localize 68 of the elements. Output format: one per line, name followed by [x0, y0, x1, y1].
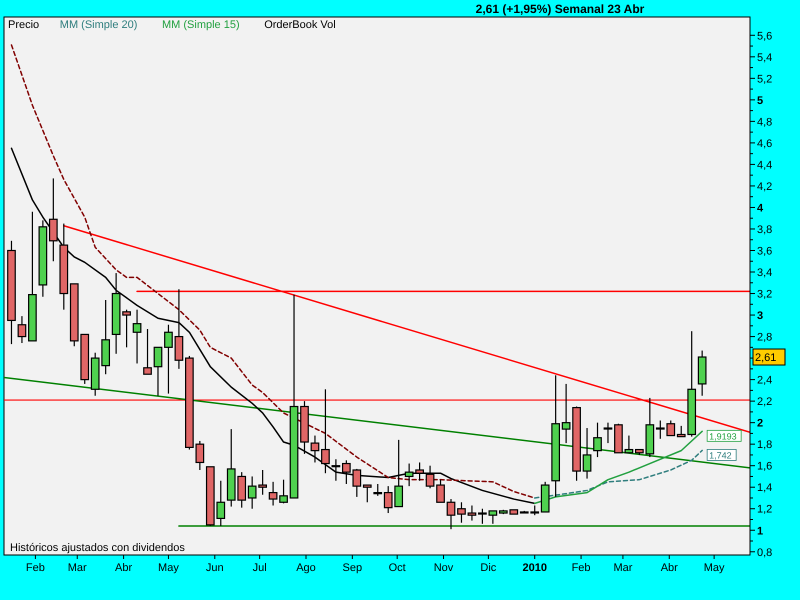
candlestick: [666, 420, 676, 436]
text: 2,61: [755, 352, 776, 364]
annotation: 1,9193: [709, 431, 737, 442]
candlestick: [530, 504, 540, 516]
y-tick-label: 3,4: [757, 267, 772, 280]
y-tick-label: 3,6: [757, 245, 772, 258]
y-tick-label: 5,2: [757, 73, 772, 86]
y-tick-label: 2,4: [757, 374, 772, 387]
candlestick: [373, 483, 382, 496]
x-tick-label: Feb: [572, 562, 591, 574]
y-tick-label: 1: [757, 525, 764, 538]
chart-title: 2,61 (+1,95%) Semanal 23 Abr: [476, 2, 645, 16]
y-tick-label: 3,8: [757, 224, 772, 236]
y-tick-label: 1,6: [757, 460, 772, 473]
y-tick-label: 5,4: [757, 52, 772, 64]
line-series: [534, 450, 703, 499]
candlestick: [593, 422, 602, 458]
x-tick-label: 2010: [522, 562, 547, 574]
y-tick-label: 3: [757, 310, 764, 322]
candlestick: [352, 468, 362, 498]
x-tick-label: Mar: [613, 562, 633, 574]
y-tick-label: 4: [757, 202, 764, 214]
x-tick-label: Mar: [68, 562, 88, 574]
line-series: [534, 430, 703, 504]
annotation: Históricos ajustados con dividendos: [10, 542, 186, 554]
candlestick: [216, 480, 226, 527]
x-tick-label: Feb: [26, 562, 45, 574]
candlestick: [258, 469, 267, 496]
x-tick-label: May: [704, 562, 726, 574]
y-tick-label: 2,8: [757, 332, 772, 344]
x-tick-label: Abr: [115, 562, 132, 574]
y-tick-label: 5,6: [757, 30, 772, 42]
candlestick: [656, 420, 665, 440]
candlestick: [48, 178, 58, 262]
y-tick-label: 5: [757, 94, 764, 107]
candlestick: [384, 486, 393, 514]
y-tick-label: 1,2: [757, 504, 772, 516]
y-tick-label: 2,2: [757, 396, 772, 408]
x-tick-label: Sep: [342, 562, 362, 574]
x-tick-label: Ago: [296, 562, 316, 574]
x-tick-label: Dic: [480, 562, 497, 574]
x-tick-label: Oct: [388, 562, 406, 574]
x-tick-label: Jul: [252, 562, 267, 574]
y-tick-label: 4,4: [757, 159, 772, 172]
annotation: OrderBook Vol: [264, 19, 336, 31]
y-tick-label: 1,8: [757, 439, 772, 452]
line-series: [10, 44, 536, 499]
text: Precio: [8, 19, 40, 31]
x-tick-label: Abr: [660, 562, 678, 574]
text: MM (Simple 15): [162, 19, 240, 31]
y-tick-label: 1,4: [757, 482, 772, 494]
x-tick-label: Nov: [434, 562, 454, 574]
candlestick: [132, 309, 142, 364]
y-tick-label: 3,2: [757, 288, 772, 301]
candlestick: [362, 484, 372, 503]
y-tick-label: 4,6: [757, 138, 772, 150]
annotation: 1,742: [709, 450, 732, 460]
candlestick: [676, 425, 686, 438]
y-tick-label: 4,2: [757, 180, 772, 193]
y-tick-label: 0,8: [757, 546, 772, 559]
x-tick-label: Jun: [206, 562, 224, 574]
y-tick-label: 4,8: [757, 116, 772, 128]
x-tick-label: May: [158, 562, 180, 574]
candlestick: [237, 472, 246, 508]
y-tick-label: 2: [757, 418, 764, 430]
text: MM (Simple 20): [60, 19, 138, 31]
candlestick: [248, 476, 257, 510]
candlestick: [195, 440, 204, 471]
